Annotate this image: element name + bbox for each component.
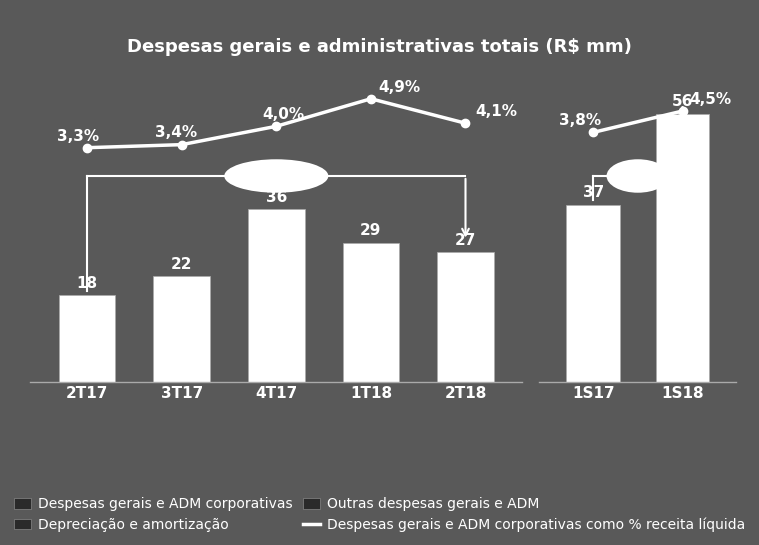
Text: 4,9%: 4,9% xyxy=(379,80,420,95)
Bar xyxy=(566,205,620,382)
Text: 4,5%: 4,5% xyxy=(690,92,732,107)
Text: 27: 27 xyxy=(455,233,476,247)
Text: 18: 18 xyxy=(77,276,98,290)
Bar xyxy=(342,243,399,382)
Text: 56: 56 xyxy=(672,94,693,109)
Text: 36: 36 xyxy=(266,190,287,205)
Text: 3,8%: 3,8% xyxy=(559,113,601,128)
Bar xyxy=(153,276,210,382)
Text: 3,3%: 3,3% xyxy=(57,129,99,143)
Bar xyxy=(58,295,115,382)
Legend: Despesas gerais e ADM corporativas, Depreciação e amortização, Outras despesas g: Despesas gerais e ADM corporativas, Depr… xyxy=(8,492,751,538)
Bar xyxy=(437,252,494,382)
Text: 37: 37 xyxy=(582,185,603,200)
Bar xyxy=(656,114,710,382)
Text: 22: 22 xyxy=(171,257,193,271)
Text: Despesas gerais e administrativas totais (R$ mm): Despesas gerais e administrativas totais… xyxy=(127,38,632,56)
Ellipse shape xyxy=(606,159,669,193)
Ellipse shape xyxy=(224,159,329,193)
Text: 4,0%: 4,0% xyxy=(262,107,304,122)
Text: 29: 29 xyxy=(361,223,382,238)
Bar xyxy=(248,209,304,382)
Text: 3,4%: 3,4% xyxy=(156,125,197,141)
Text: 4,1%: 4,1% xyxy=(475,104,517,119)
